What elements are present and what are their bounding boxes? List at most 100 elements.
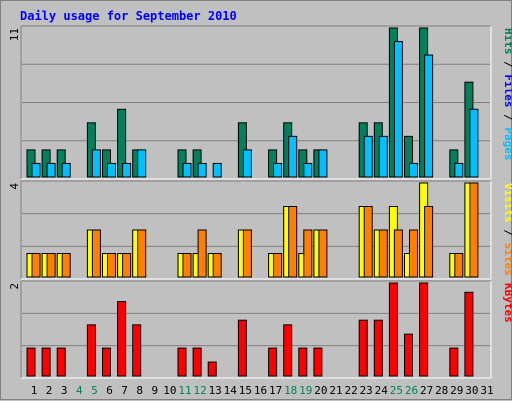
y-max-label-1: 11	[8, 28, 21, 41]
x-tick-label: 31	[480, 384, 493, 397]
x-tick-label: 11	[178, 384, 191, 397]
x-tick-label: 21	[329, 384, 342, 397]
x-tick-label: 28	[435, 384, 448, 397]
bar-kbytes-day-12	[192, 347, 202, 377]
bar-sites-day-6	[107, 253, 116, 278]
bar-files-day-8	[137, 149, 147, 178]
bar-kbytes-day-7	[117, 301, 127, 377]
bar-sites-day-7	[122, 253, 132, 278]
bar-kbytes-day-24	[373, 319, 383, 377]
bar-sites-day-15	[242, 229, 252, 278]
bar-sites-day-18	[288, 206, 298, 278]
bar-kbytes-day-6	[102, 347, 111, 377]
bar-sites-day-12	[197, 229, 207, 278]
bar-kbytes-day-20	[313, 347, 323, 377]
bar-files-day-29	[454, 162, 464, 178]
x-tick-label: 13	[209, 384, 222, 397]
bar-sites-day-11	[182, 253, 192, 278]
bar-files-day-3	[61, 162, 71, 178]
bar-kbytes-day-26	[404, 333, 413, 377]
bar-files-day-6	[107, 162, 116, 178]
bar-kbytes-day-3	[56, 347, 66, 377]
bar-hits-day-7	[117, 108, 127, 178]
bar-sites-day-20	[318, 229, 328, 278]
x-tick-label: 25	[390, 384, 403, 397]
x-tick-label: 16	[254, 384, 267, 397]
bar-kbytes-day-27	[419, 282, 429, 377]
x-tick-label: 20	[314, 384, 327, 397]
side-label-part: Files	[502, 74, 512, 107]
bar-files-day-23	[363, 135, 373, 178]
bar-hits-day-26	[404, 135, 413, 178]
bar-files-day-20	[318, 149, 328, 178]
bar-sites-day-8	[137, 229, 147, 278]
bar-kbytes-day-5	[86, 324, 96, 377]
side-label-part: /	[502, 223, 512, 243]
bar-kbytes-day-13	[207, 361, 217, 377]
y-max-label-3: 2	[8, 283, 21, 290]
x-tick-label: 4	[76, 384, 83, 397]
bar-kbytes-day-11	[177, 347, 187, 377]
bar-sites-day-5	[91, 229, 101, 278]
y-max-label-2: 4	[8, 183, 21, 190]
x-tick-label: 10	[163, 384, 176, 397]
bar-sites-day-3	[61, 253, 71, 278]
side-label-1: Hits / Files / Pages	[502, 28, 512, 161]
bar-kbytes-day-30	[464, 291, 474, 377]
bar-sites-day-19	[303, 229, 313, 278]
x-tick-label: 1	[31, 384, 38, 397]
bar-files-day-2	[46, 162, 56, 178]
x-tick-label: 22	[344, 384, 357, 397]
x-tick-label: 26	[405, 384, 418, 397]
bar-files-day-7	[122, 162, 132, 178]
x-tick-label: 6	[106, 384, 113, 397]
bar-files-day-19	[303, 162, 313, 178]
side-label-part: /	[502, 108, 512, 128]
side-label-part: Pages	[502, 127, 512, 160]
bar-sites-day-29	[454, 253, 464, 278]
bar-kbytes-day-18	[283, 324, 293, 377]
x-tick-label: 7	[121, 384, 128, 397]
bar-sites-day-2	[46, 253, 56, 278]
bar-files-day-13	[212, 162, 222, 178]
side-label-part: Sites	[502, 243, 512, 276]
x-tick-label: 3	[61, 384, 68, 397]
bar-kbytes-day-23	[358, 319, 368, 377]
bar-files-day-18	[288, 135, 298, 178]
bar-sites-day-17	[273, 253, 283, 278]
bar-sites-day-24	[378, 229, 388, 278]
side-label-3: KBytes	[502, 283, 512, 323]
bar-files-day-25	[393, 41, 403, 178]
bar-kbytes-day-15	[237, 319, 247, 377]
bar-files-day-27	[424, 54, 434, 178]
side-label-part: /	[502, 55, 512, 75]
bar-sites-day-13	[212, 253, 222, 278]
x-tick-label: 9	[151, 384, 158, 397]
x-tick-label: 14	[224, 384, 238, 397]
x-tick-label: 2	[46, 384, 53, 397]
x-tick-label: 29	[450, 384, 463, 397]
x-tick-label: 24	[375, 384, 389, 397]
bar-sites-day-1	[31, 253, 41, 278]
bar-files-day-17	[273, 162, 283, 178]
bar-sites-day-27	[424, 206, 434, 278]
bar-sites-day-26	[409, 229, 418, 278]
bar-files-day-1	[31, 162, 41, 178]
side-label-part: Visits	[502, 183, 512, 223]
x-tick-label: 18	[284, 384, 297, 397]
x-tick-label: 19	[299, 384, 312, 397]
x-tick-label: 8	[136, 384, 143, 397]
bar-sites-day-23	[363, 206, 373, 278]
side-label-part: KBytes	[502, 283, 512, 323]
bar-files-day-5	[91, 149, 101, 178]
bar-kbytes-day-1	[26, 347, 36, 377]
side-label-2: Visits / Sites	[502, 183, 512, 276]
x-tick-label: 17	[269, 384, 282, 397]
x-tick-label: 23	[360, 384, 373, 397]
side-label-part: Hits	[502, 28, 512, 55]
bar-kbytes-day-29	[449, 347, 459, 377]
bar-sites-day-25	[393, 229, 403, 278]
x-tick-label: 5	[91, 384, 98, 397]
